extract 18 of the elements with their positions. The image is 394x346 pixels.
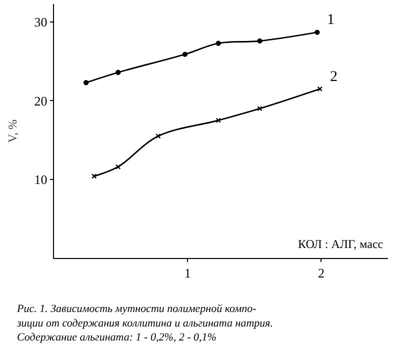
point: [116, 70, 121, 76]
y-tick-label: 30: [34, 14, 48, 30]
point: [216, 118, 221, 123]
point: [216, 40, 221, 46]
y-tick-label: 20: [34, 93, 48, 108]
x-axis-title: КОЛ : АЛГ, масс: [298, 237, 384, 251]
text: Рис. 1. Зависимость мутности полимерной компо- зиции от содержания коллитина и альгината натрия. Содержание альгината: 1 - 0,2%, 2 - 0,1%: [16, 303, 274, 344]
point: [116, 164, 121, 170]
point: [156, 134, 161, 139]
point: [182, 52, 188, 57]
point: [83, 80, 89, 86]
y-axis-title: V, %: [6, 119, 20, 143]
series-label: 1: [327, 12, 334, 28]
point: [314, 30, 320, 35]
point: [257, 106, 262, 112]
point: [257, 38, 262, 44]
series-label: 2: [330, 69, 338, 85]
y-tick-label: 10: [34, 172, 48, 187]
